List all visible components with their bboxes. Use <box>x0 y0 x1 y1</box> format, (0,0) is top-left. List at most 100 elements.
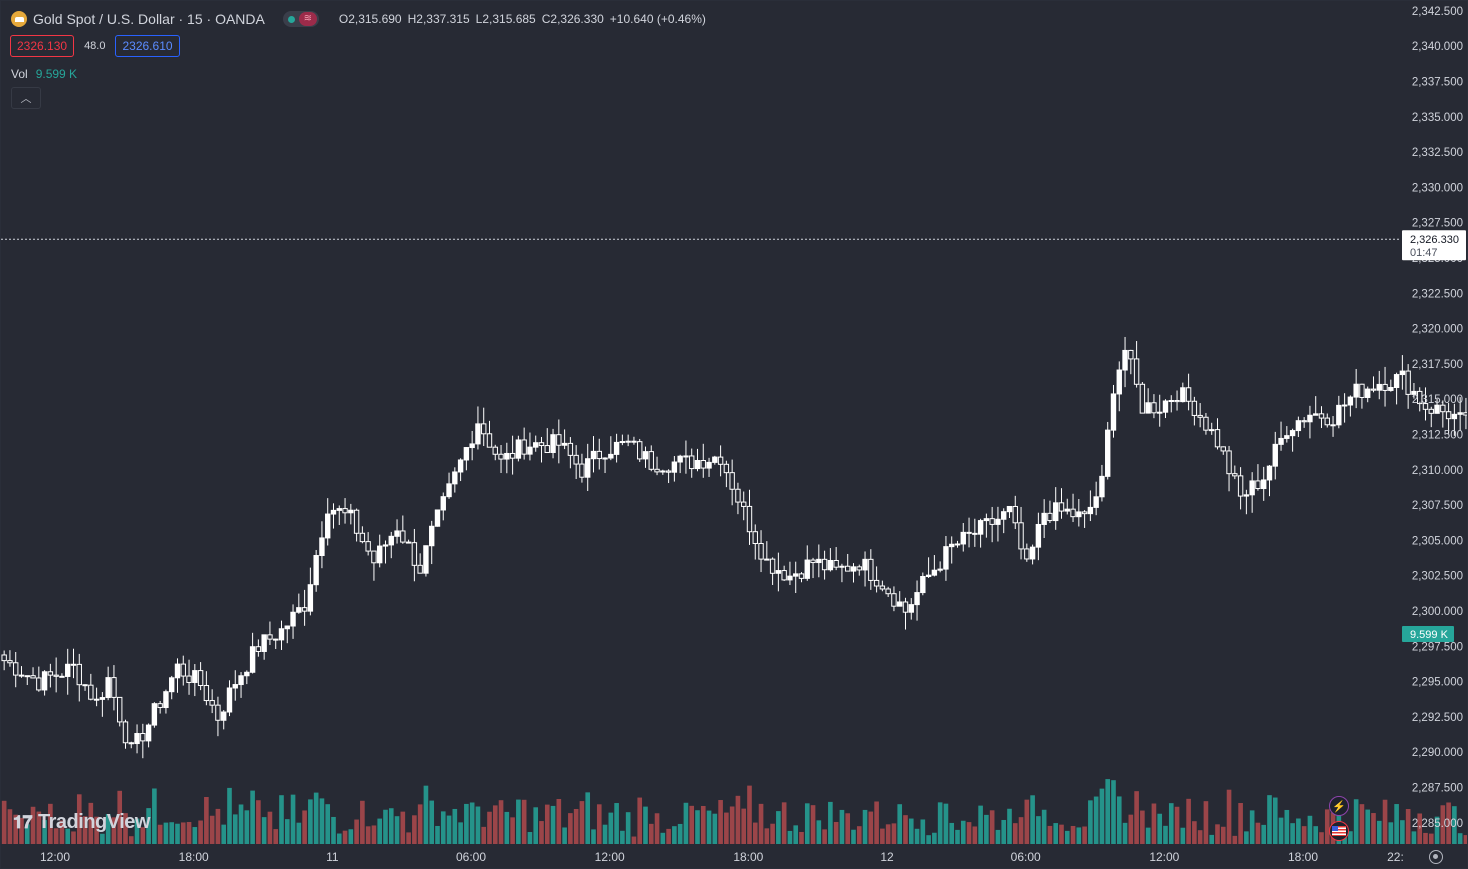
candle-body <box>284 625 290 630</box>
candle-body <box>475 423 481 445</box>
volume-bar <box>1186 798 1191 844</box>
candle-body <box>1053 502 1059 522</box>
collapse-legend-button[interactable]: ︿ <box>11 87 41 109</box>
candle-body <box>1272 443 1278 467</box>
candle-body <box>845 565 851 572</box>
price-tick-label: 2,307.500 <box>1412 500 1463 512</box>
volume-bar <box>42 820 47 844</box>
ohlc-values: O2,315.690 H2,337.315 L2,315.685 C2,326.… <box>339 12 706 26</box>
candle-body <box>821 558 828 571</box>
price-tick-label: 2,310.000 <box>1412 465 1463 477</box>
volume-label[interactable]: Vol <box>11 67 28 81</box>
volume-bar <box>1272 797 1278 844</box>
buy-button[interactable]: 2326.610 <box>115 35 180 57</box>
volume-bar <box>776 811 781 844</box>
volume-bar <box>446 815 452 844</box>
volume-bar <box>1307 815 1313 844</box>
volume-bar <box>1082 826 1087 844</box>
candle-body <box>174 663 181 679</box>
volume-bar <box>828 801 833 844</box>
candle-body <box>683 455 689 458</box>
high-value: 2,337.315 <box>416 12 470 26</box>
volume-bar <box>388 808 394 844</box>
candle-body <box>1226 450 1232 475</box>
volume-bar <box>406 832 411 844</box>
candle-body <box>862 558 868 571</box>
volume-bar <box>1423 832 1428 844</box>
price-tick-label: 2,342.500 <box>1412 6 1463 18</box>
volume-bar <box>284 819 290 844</box>
candle-body <box>833 559 839 568</box>
volume-bar <box>654 813 660 844</box>
volume-bar <box>1428 833 1434 844</box>
volume-bar <box>533 807 539 844</box>
candle-body <box>1105 429 1111 477</box>
candle-body <box>764 558 770 561</box>
symbol-title[interactable]: Gold Spot / U.S. Dollar · 15 · OANDA <box>33 11 265 27</box>
candle-body <box>937 568 943 571</box>
gear-icon[interactable] <box>1429 850 1443 864</box>
lightning-icon[interactable]: ⚡ <box>1329 796 1349 816</box>
candle-body <box>221 711 227 721</box>
price-axis[interactable]: 2,342.500 2,340.000 2,337.500 2,335.000 2,33… <box>1412 6 1463 830</box>
candle-body <box>76 663 82 686</box>
candle-body <box>65 663 71 677</box>
close-label: C <box>541 12 551 26</box>
market-status[interactable]: ≋ <box>282 11 319 27</box>
volume-bar <box>1255 822 1261 844</box>
candle-body <box>1445 411 1452 420</box>
tradingview-watermark[interactable]: 𝟏𝟕 TradingView <box>13 811 150 834</box>
current-price-tag <box>1402 230 1466 261</box>
volume-bar <box>53 828 59 844</box>
volume-bar <box>706 810 712 844</box>
candle-body <box>30 675 36 679</box>
candle-body <box>839 565 845 568</box>
candle-body <box>590 450 597 460</box>
volume-bar <box>1064 830 1070 844</box>
volume-bar <box>712 813 718 844</box>
volume-bar <box>1036 816 1041 844</box>
volume-bar <box>1168 803 1174 844</box>
candle-body <box>665 470 672 473</box>
volume-bar <box>48 803 53 844</box>
candle-body <box>1376 383 1382 391</box>
trade-panel: 2326.130 48.0 2326.610 <box>10 35 180 57</box>
volume-bar <box>325 804 331 844</box>
candle-body <box>1440 404 1446 413</box>
volume-bar <box>1394 804 1399 844</box>
volume-bar <box>30 806 36 844</box>
candle-body <box>319 537 325 557</box>
candle-body <box>515 439 522 459</box>
candle-body <box>452 471 458 485</box>
volume-bar <box>336 833 342 844</box>
candle-body <box>897 601 903 607</box>
volume-bar <box>937 802 943 844</box>
volume-bar <box>487 811 492 844</box>
candle-body <box>1255 480 1261 490</box>
gold-bar-icon <box>11 11 27 27</box>
candle-body <box>654 468 660 473</box>
volume-bar <box>267 811 273 844</box>
time-axis[interactable]: 12:00 18:00 11 06:00 12:00 18:00 12 06:00 12:00 1… <box>40 850 1404 864</box>
candle-body <box>122 721 129 744</box>
candle-body <box>689 455 695 470</box>
candle-body <box>1411 390 1417 395</box>
volume-bar <box>1059 824 1064 844</box>
volume-bar <box>880 828 885 844</box>
candle-body <box>145 724 152 742</box>
us-flag-icon[interactable] <box>1329 821 1349 841</box>
candle-body <box>1405 370 1411 395</box>
volume-bar <box>700 805 706 844</box>
candle-body <box>1209 429 1215 432</box>
candle-body <box>850 566 857 572</box>
volume-bar <box>1047 825 1053 844</box>
price-tick-label: 2,305.000 <box>1412 535 1463 547</box>
candle-body <box>1237 475 1244 497</box>
volume-bar <box>1244 831 1249 844</box>
volume-bar <box>1140 810 1145 844</box>
volume-bar <box>371 825 377 844</box>
market-open-dot-icon <box>285 12 299 26</box>
candle-body <box>7 660 13 664</box>
sell-button[interactable]: 2326.130 <box>10 35 75 57</box>
